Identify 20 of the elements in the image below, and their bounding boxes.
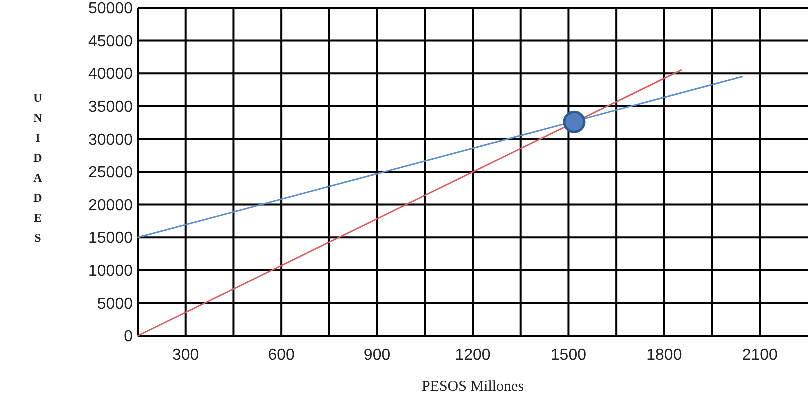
x-tick-label: 1500 <box>550 347 587 364</box>
y-tick-label: 15000 <box>88 230 134 248</box>
x-tick-label: 1200 <box>455 347 491 364</box>
y-tick-label: 50000 <box>88 0 134 18</box>
y-tick-label: 45000 <box>88 33 134 50</box>
x-tick-label: 900 <box>364 347 391 364</box>
x-tick-label: 1800 <box>646 347 682 364</box>
y-tick-label: 25000 <box>88 164 134 182</box>
x-tick-label: 600 <box>268 347 296 364</box>
x-tick-label: 2100 <box>742 347 778 364</box>
x-tick-label: 300 <box>172 347 200 364</box>
y-tick-label: 35000 <box>88 99 134 116</box>
y-tick-label: 5000 <box>97 296 134 313</box>
y-tick-label: 10000 <box>88 263 134 280</box>
y-tick-label: 30000 <box>88 132 134 149</box>
y-tick-label: 0 <box>124 328 134 346</box>
y-tick-label: 40000 <box>88 66 134 84</box>
y-axis-title: UNIDADES <box>34 91 43 245</box>
y-tick-label: 20000 <box>88 197 134 214</box>
x-axis-title: PESOS Millones <box>422 379 524 395</box>
